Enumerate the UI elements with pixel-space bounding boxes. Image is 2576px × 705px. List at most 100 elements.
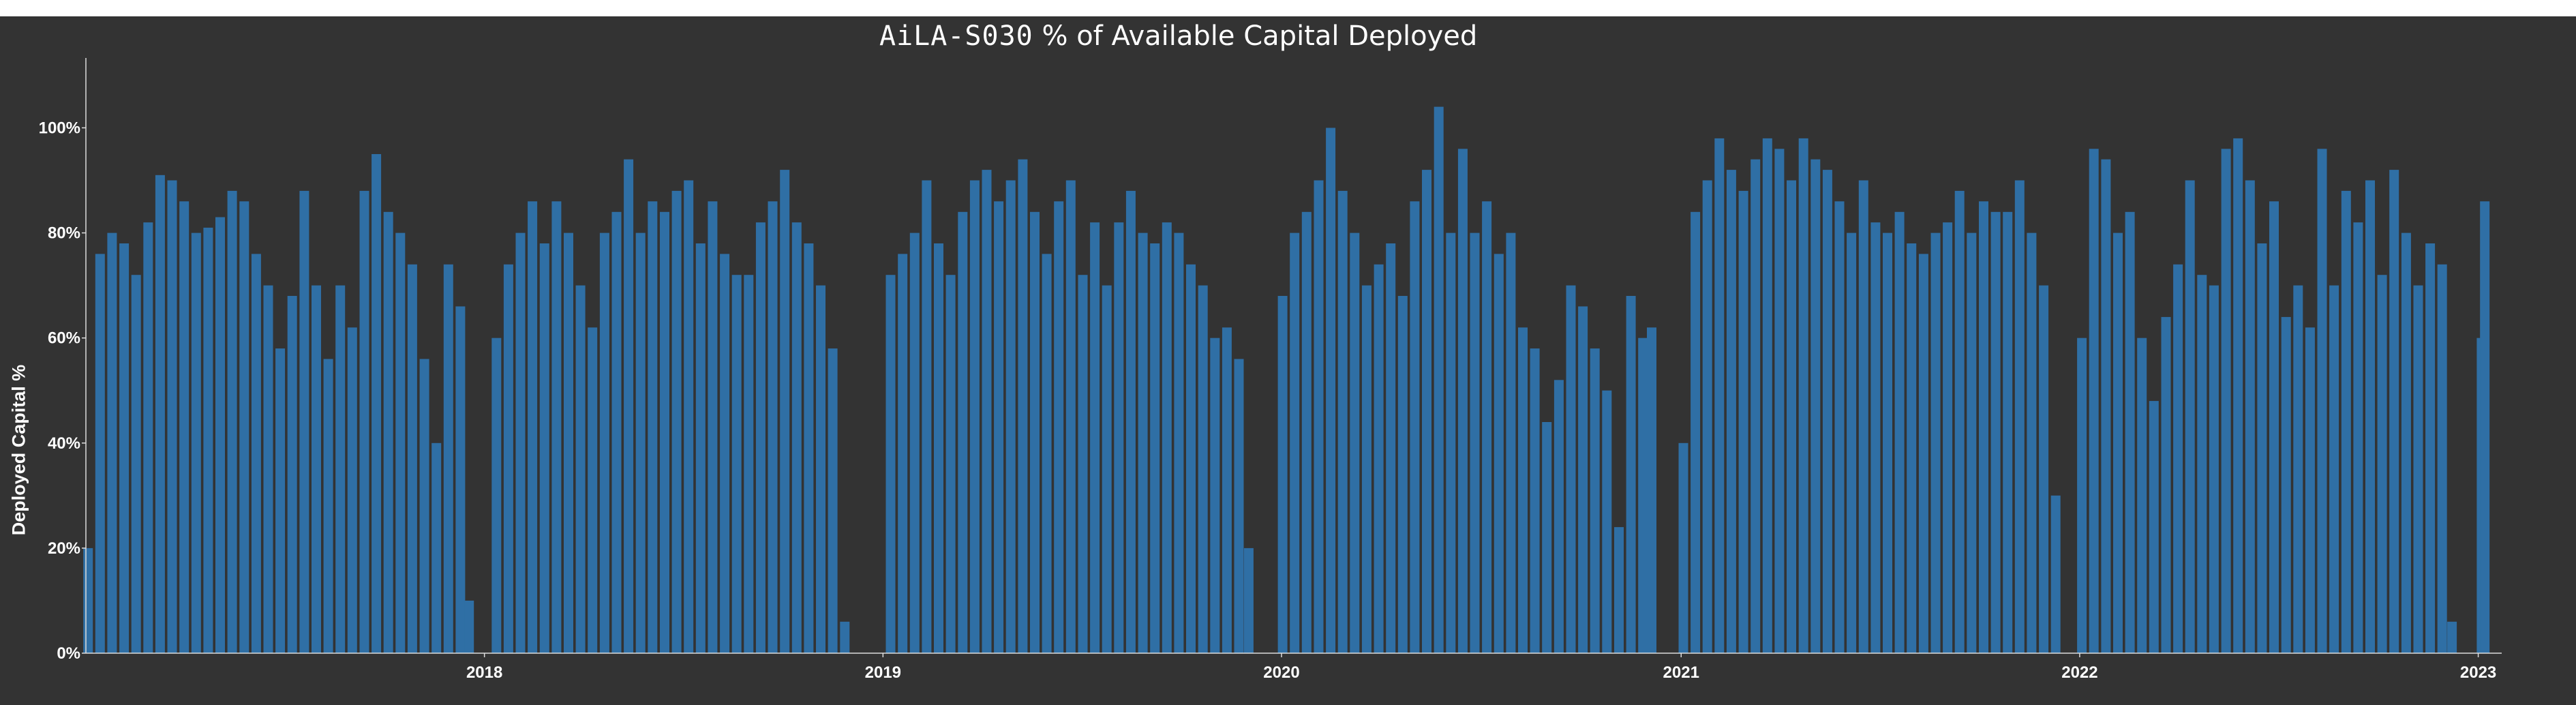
bar (215, 217, 225, 653)
bar (287, 296, 297, 653)
bar (1834, 201, 1845, 653)
bar (994, 201, 1004, 653)
x-tick-label: 2020 (1263, 663, 1299, 682)
bar (2077, 338, 2087, 653)
bar (1234, 359, 1244, 653)
bar (1518, 327, 1528, 653)
x-tick-label: 2021 (1663, 663, 1699, 682)
bar (1566, 285, 1576, 654)
bar (945, 275, 956, 653)
x-tick-label: 2022 (2061, 663, 2097, 682)
bar (2341, 190, 2351, 653)
bar (239, 201, 249, 653)
bar (816, 285, 825, 654)
bar (1422, 170, 1431, 654)
bar (251, 254, 261, 653)
chart-title: AiLA-S030 % of Available Capital Deploye… (879, 20, 1477, 52)
bar (1787, 180, 1796, 653)
x-tick-label: 2019 (865, 663, 901, 682)
bar (2197, 275, 2207, 653)
bar (1326, 127, 1336, 653)
bar (1762, 138, 1772, 653)
bar (275, 348, 286, 653)
bar (455, 306, 466, 653)
bar (1314, 180, 1324, 653)
bar (898, 254, 908, 653)
bar (564, 232, 573, 654)
bar (1918, 254, 1928, 653)
bar (1638, 338, 1648, 653)
bar (2257, 243, 2267, 653)
bar (515, 232, 526, 654)
x-tick-label: 2023 (2460, 663, 2496, 682)
bar (347, 327, 357, 653)
bar (1222, 327, 1232, 653)
bar (671, 190, 682, 653)
bar (1361, 285, 1372, 654)
bar (1726, 170, 1736, 654)
bar (768, 201, 778, 653)
bar (1434, 106, 1444, 654)
bar (1647, 327, 1656, 653)
bar (1738, 190, 1748, 653)
bar (1277, 296, 1288, 653)
bar (1102, 285, 1112, 654)
bar (755, 222, 766, 653)
bar (431, 442, 442, 653)
bar (1290, 232, 1300, 654)
bar (1943, 222, 1953, 653)
bar (2014, 180, 2025, 653)
bar (1198, 285, 1208, 654)
bar (1798, 138, 1808, 653)
bar (443, 264, 453, 653)
bar (1714, 138, 1725, 653)
bar (588, 327, 598, 653)
bar (119, 243, 130, 653)
bar (1894, 211, 1905, 654)
bar (1822, 170, 1832, 654)
bar (958, 211, 968, 654)
bar (635, 232, 646, 654)
bar (695, 243, 706, 653)
bar (1457, 149, 1468, 654)
bar (1870, 222, 1881, 653)
bar (1626, 296, 1636, 653)
bar (1054, 201, 1064, 653)
bar (780, 170, 790, 654)
bar (1446, 232, 1456, 654)
bar (744, 275, 754, 653)
bar (2353, 222, 2363, 653)
bar (528, 201, 538, 653)
bar (1150, 243, 1160, 653)
bar (1301, 211, 1312, 654)
bar (2329, 285, 2339, 654)
bar (1386, 243, 1396, 653)
bar (1554, 380, 1564, 653)
bar (2173, 264, 2183, 653)
bars-group (83, 106, 2490, 654)
bar (1542, 422, 1552, 653)
bar (143, 222, 153, 653)
bar (1090, 222, 1100, 653)
y-tick-label: 100% (39, 119, 80, 137)
bar (2185, 180, 2195, 653)
bar (323, 359, 333, 653)
bar (95, 254, 105, 653)
bar (2209, 285, 2219, 654)
bar (1678, 442, 1688, 653)
bar (1614, 527, 1624, 653)
bar (1967, 232, 1977, 654)
bar (1125, 190, 1136, 653)
bar (708, 201, 718, 653)
bar (575, 285, 586, 654)
bar (791, 222, 802, 653)
bar (203, 227, 213, 653)
y-tick-label: 80% (48, 224, 80, 243)
bar (2389, 170, 2399, 654)
bar (539, 243, 549, 653)
bar (2245, 180, 2255, 653)
bar (1907, 243, 1917, 653)
bar (2027, 232, 2037, 654)
bar (2039, 285, 2049, 654)
y-tick-label: 40% (48, 434, 80, 453)
